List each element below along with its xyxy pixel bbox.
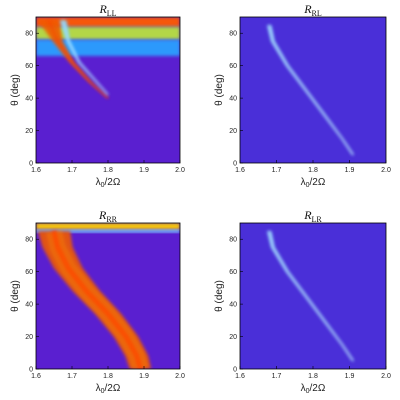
panel-title: RLL [98, 2, 116, 18]
resonance-core-0 [268, 230, 354, 362]
x-tick-label: 1.8 [308, 167, 318, 174]
heatmap-area [36, 17, 180, 163]
x-tick-label: 1.8 [308, 373, 318, 380]
panel-title: RLR [303, 208, 322, 224]
y-tick-label: 20 [229, 128, 237, 135]
heatmap-area [240, 223, 386, 369]
x-tick-label: 1.8 [103, 373, 113, 380]
y-tick-label: 0 [233, 161, 237, 168]
y-axis-label: θ (deg) [214, 74, 225, 106]
x-tick-label: 2.0 [381, 167, 391, 174]
horizontal-band-0 [36, 223, 180, 230]
y-tick-label: 20 [25, 334, 33, 341]
y-tick-label: 40 [229, 96, 237, 103]
x-tick-label: 1.6 [235, 167, 245, 174]
heatmap-background [240, 223, 386, 369]
x-tick-label: 2.0 [175, 167, 185, 174]
y-tick-label: 40 [25, 302, 33, 309]
y-tick-label: 80 [229, 31, 237, 38]
y-axis-label: θ (deg) [214, 280, 225, 312]
x-tick-label: 1.8 [103, 167, 113, 174]
heatmap-area [240, 17, 386, 163]
x-tick-label: 1.6 [31, 373, 41, 380]
y-tick-label: 80 [25, 237, 33, 244]
x-axis-label: λ0/2Ω [301, 383, 326, 395]
y-axis-label: θ (deg) [10, 280, 21, 312]
heatmap-background [240, 17, 386, 163]
y-tick-label: 80 [229, 237, 237, 244]
x-tick-label: 2.0 [381, 373, 391, 380]
y-tick-label: 60 [25, 63, 33, 70]
y-tick-label: 60 [229, 63, 237, 70]
panel-rr: 1.6 1.7 1.8 1.9 2.0 0 20 40 60 80 RRR λ0/2Ω θ (deg) [10, 208, 185, 395]
y-tick-label: 0 [233, 367, 237, 374]
y-tick-label: 40 [229, 302, 237, 309]
x-tick-label: 1.7 [272, 373, 282, 380]
x-axis-label: λ0/2Ω [96, 177, 121, 189]
y-tick-label: 80 [25, 31, 33, 38]
horizontal-band-1 [36, 229, 180, 233]
panel-title: RRL [303, 2, 322, 18]
x-tick-label: 1.6 [31, 167, 41, 174]
y-tick-label: 40 [25, 96, 33, 103]
horizontal-band-2 [36, 39, 180, 56]
x-tick-label: 1.7 [272, 167, 282, 174]
resonance-core-0 [268, 24, 354, 156]
y-tick-label: 0 [29, 367, 33, 374]
horizontal-band-1 [36, 26, 180, 40]
y-tick-label: 20 [229, 334, 237, 341]
x-tick-label: 2.0 [175, 373, 185, 380]
y-tick-label: 60 [229, 269, 237, 276]
panel-lr: 1.6 1.7 1.8 1.9 2.0 0 20 40 60 80 RLR λ0/2Ω θ (deg) [214, 208, 391, 395]
x-axis-label: λ0/2Ω [301, 177, 326, 189]
x-tick-label: 1.7 [67, 167, 77, 174]
resonance-band-1 [59, 20, 109, 95]
horizontal-band-0 [36, 17, 180, 27]
x-tick-label: 1.7 [67, 373, 77, 380]
x-tick-label: 1.9 [139, 373, 149, 380]
y-tick-label: 60 [25, 269, 33, 276]
x-tick-label: 1.9 [139, 167, 149, 174]
resonance-halo [46, 229, 149, 369]
panel-rl: 1.6 1.7 1.8 1.9 2.0 0 20 40 60 80 RRL λ0/2Ω θ (deg) [214, 2, 391, 189]
heatmap-area [36, 223, 180, 369]
resonance-core-1 [62, 20, 109, 96]
y-tick-label: 20 [25, 128, 33, 135]
x-tick-label: 1.9 [345, 373, 355, 380]
resonance-band-0 [37, 20, 109, 99]
resonance-core-0 [48, 19, 109, 99]
y-tick-label: 0 [29, 161, 33, 168]
panel-title: RRR [98, 208, 118, 224]
y-axis-label: θ (deg) [10, 74, 21, 106]
x-axis-label: λ0/2Ω [96, 383, 121, 395]
panel-ll: 1.6 1.7 1.8 1.9 2.0 0 20 40 60 80 RLL λ0/2Ω θ (deg) [10, 2, 185, 189]
x-tick-label: 1.6 [235, 373, 245, 380]
x-tick-label: 1.9 [345, 167, 355, 174]
